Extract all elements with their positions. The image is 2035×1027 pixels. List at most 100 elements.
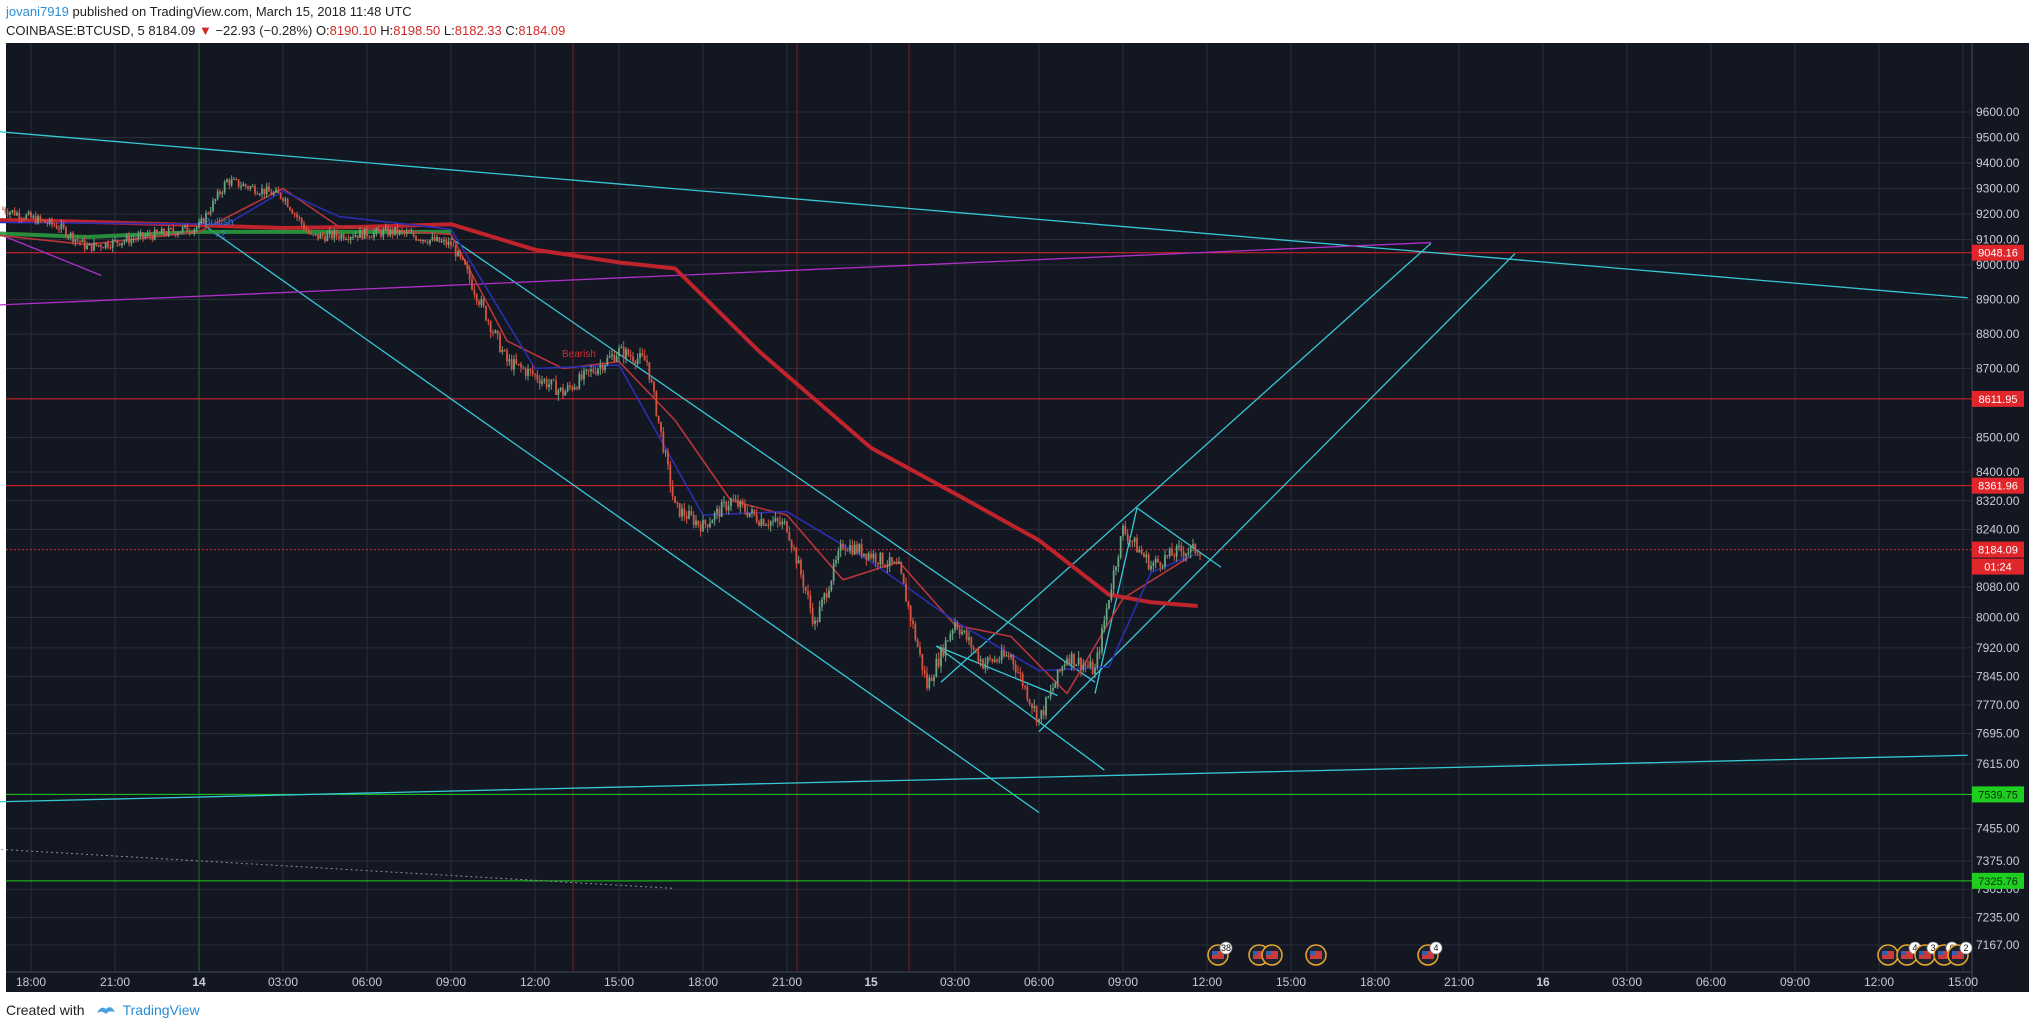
price-change: −22.93 (−0.28%) <box>215 23 313 38</box>
candle-body <box>165 234 168 236</box>
candle-body <box>426 242 429 244</box>
candle-body <box>86 245 88 249</box>
candle-body <box>543 379 546 382</box>
candle-body <box>193 229 196 233</box>
candle-body <box>107 242 109 248</box>
event-flag-icon[interactable] <box>1877 944 1899 966</box>
event-flag-icon[interactable]: 2 <box>1947 941 1973 966</box>
plot-area[interactable] <box>6 43 1972 992</box>
price-tag <box>1972 786 2024 803</box>
event-badges[interactable]: 3844362 <box>1207 941 1973 966</box>
candle-body <box>713 512 716 521</box>
candle-body <box>1019 672 1022 675</box>
candle-body <box>977 650 980 662</box>
candle-body <box>732 498 735 500</box>
flag-icon <box>1422 951 1434 959</box>
candle-body <box>466 264 469 269</box>
candle-body <box>725 501 728 511</box>
candle-body <box>1171 548 1173 556</box>
event-flag-icon[interactable]: 38 <box>1207 941 1233 966</box>
candle-body <box>1140 549 1143 554</box>
price-tag-label: 7325.76 <box>1978 876 2018 888</box>
candle-body <box>1175 545 1178 557</box>
candle-body <box>419 239 422 242</box>
candle-body <box>340 234 343 239</box>
candle-body <box>599 364 602 369</box>
plus-two-label: +2 <box>214 230 226 241</box>
candle-body <box>975 649 977 651</box>
candle-body <box>900 562 903 574</box>
candle-body <box>53 224 56 226</box>
candle-body <box>359 230 361 238</box>
time-tick-label: 09:00 <box>1780 975 1810 989</box>
candle-body <box>324 236 326 242</box>
symbol-label[interactable]: COINBASE:BTCUSD, 5 <box>6 23 145 38</box>
candle-body <box>627 349 630 356</box>
candle-body <box>814 620 816 624</box>
candle-body <box>333 231 336 239</box>
event-flag-icon[interactable]: 3 <box>1914 941 1940 966</box>
candle-body <box>111 240 114 248</box>
countdown-label: 01:24 <box>1984 562 2012 574</box>
candle-body <box>396 227 399 235</box>
candle-body <box>809 595 812 609</box>
close-value: 8184.09 <box>518 23 566 38</box>
candle-body <box>251 186 254 188</box>
candle-body <box>163 228 165 235</box>
candle-body <box>1038 718 1040 723</box>
candle-body <box>793 547 795 549</box>
candle-body <box>510 359 513 370</box>
candle-body <box>634 361 637 364</box>
candle-body <box>468 268 471 280</box>
candle-body <box>557 390 560 396</box>
candle-body <box>506 350 508 362</box>
event-flag-icon[interactable] <box>1261 944 1283 966</box>
price-tick-label: 8800.00 <box>1976 327 2020 341</box>
candle-body <box>258 193 261 195</box>
candle-body <box>804 586 807 592</box>
candle-body <box>228 179 231 186</box>
time-tick-label: 15:00 <box>1276 975 1306 989</box>
time-tick-label: 03:00 <box>268 975 298 989</box>
candle-body <box>844 548 847 551</box>
candle-body <box>405 231 408 234</box>
event-flag-icon[interactable] <box>1305 944 1327 966</box>
candle-body <box>482 299 485 307</box>
candle-body <box>545 379 548 388</box>
candle-body <box>695 520 697 525</box>
candle-body <box>447 241 450 246</box>
time-axis[interactable]: 18:00 21:00 14 03:00 06:00 09:00 12:00 15:00 18:… <box>16 975 1978 989</box>
tradingview-logo-icon <box>96 1007 115 1014</box>
event-flag-icon[interactable]: 4 <box>1417 941 1443 966</box>
candle-body <box>781 521 784 525</box>
candle-body <box>282 198 284 201</box>
candle-body <box>342 234 345 240</box>
ma-fast-red <box>0 187 1194 695</box>
candle-body <box>1089 661 1092 667</box>
candle-body <box>457 251 459 257</box>
candle-body <box>67 236 70 238</box>
candle-body <box>424 239 427 243</box>
candle-body <box>753 509 756 515</box>
candle-body <box>921 653 924 670</box>
candle-body <box>130 239 133 244</box>
candle-body <box>128 235 130 244</box>
candle-body <box>664 451 667 453</box>
tradingview-link[interactable]: TradingView <box>95 999 200 1021</box>
candle-body <box>300 218 303 224</box>
candle-body <box>751 509 753 513</box>
magenta-rising-line <box>0 241 1432 306</box>
candle-body <box>440 241 443 243</box>
candle-body <box>174 232 177 236</box>
candle-body <box>370 237 373 239</box>
candle-body <box>272 192 275 195</box>
candle-body <box>1101 628 1103 652</box>
candle-body <box>104 242 107 248</box>
flag-canton <box>1310 951 1315 955</box>
candle-body <box>709 523 711 528</box>
price-tag <box>1972 390 2024 407</box>
candle-body <box>685 516 688 519</box>
price-axis[interactable] <box>1972 43 2029 992</box>
author-link[interactable]: jovani7919 <box>6 4 69 19</box>
